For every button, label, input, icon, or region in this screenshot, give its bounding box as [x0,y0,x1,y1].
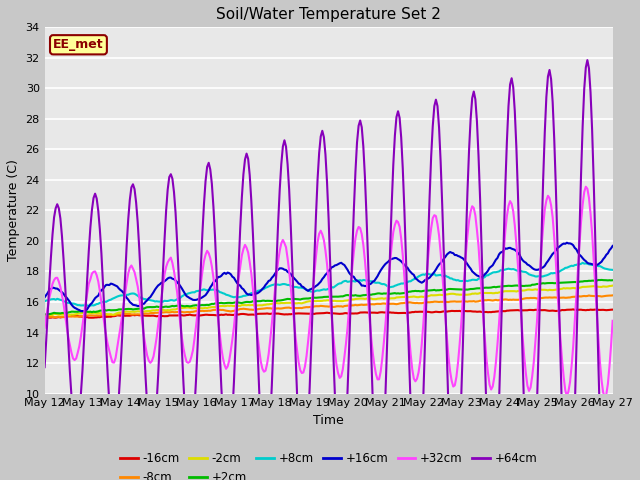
+64cm [364,257,372,263]
+2cm [598,277,605,283]
-8cm [540,295,547,300]
+32cm [364,296,372,302]
-16cm [609,307,616,312]
-16cm [41,314,49,320]
+32cm [582,184,589,190]
Line: -16cm: -16cm [45,310,612,318]
+2cm [56,311,64,316]
+64cm [396,115,403,121]
+2cm [147,304,154,310]
+32cm [41,325,49,331]
-16cm [56,314,64,320]
Line: -8cm: -8cm [45,295,612,317]
+64cm [540,176,547,181]
+16cm [609,243,616,249]
+2cm [383,290,391,296]
+2cm [609,277,616,283]
+2cm [540,280,547,286]
+64cm [584,57,591,63]
-8cm [383,301,391,307]
+32cm [540,223,547,228]
+8cm [609,267,616,273]
+8cm [41,299,49,304]
+8cm [366,278,374,284]
-16cm [366,310,374,315]
-2cm [56,312,64,317]
+8cm [56,297,64,303]
+32cm [56,284,64,290]
-8cm [147,310,154,316]
+8cm [385,284,392,290]
+16cm [563,240,571,246]
+32cm [601,394,609,399]
Line: -2cm: -2cm [45,286,612,315]
-2cm [41,312,49,318]
-16cm [541,307,548,313]
-2cm [147,308,154,314]
-8cm [396,300,403,306]
Line: +64cm: +64cm [45,60,612,480]
Y-axis label: Temperature (C): Temperature (C) [7,159,20,262]
X-axis label: Time: Time [313,414,344,427]
Line: +2cm: +2cm [45,280,612,314]
+8cm [397,281,405,287]
+16cm [80,309,88,314]
+32cm [396,224,403,229]
+16cm [541,263,548,269]
-16cm [385,310,392,315]
+64cm [383,345,391,351]
+16cm [148,292,156,298]
-8cm [41,314,49,320]
+16cm [41,294,49,300]
+16cm [385,258,392,264]
-2cm [383,296,391,301]
+64cm [609,411,616,417]
-2cm [609,283,616,288]
Line: +16cm: +16cm [45,243,612,312]
-2cm [396,294,403,300]
+2cm [364,292,372,298]
-16cm [397,310,405,316]
-8cm [56,314,64,320]
-2cm [540,287,547,293]
+64cm [147,437,154,443]
+8cm [148,298,156,303]
+2cm [41,312,49,317]
-16cm [86,315,94,321]
-16cm [148,313,156,319]
Title: Soil/Water Temperature Set 2: Soil/Water Temperature Set 2 [216,7,441,22]
-8cm [609,292,616,298]
Line: +8cm: +8cm [45,263,612,306]
+16cm [366,281,374,287]
+8cm [579,260,586,266]
+32cm [147,360,154,366]
-16cm [570,307,577,312]
Line: +32cm: +32cm [45,187,612,396]
+16cm [397,258,405,264]
-8cm [364,302,372,308]
+64cm [41,364,49,370]
+8cm [85,303,93,309]
+8cm [541,273,548,279]
-2cm [364,296,372,302]
Legend: -16cm, -8cm, -2cm, +2cm, +8cm, +16cm, +32cm, +64cm: -16cm, -8cm, -2cm, +2cm, +8cm, +16cm, +3… [115,447,542,480]
+32cm [383,301,391,307]
+32cm [609,318,616,324]
+64cm [56,216,64,221]
+16cm [56,288,64,294]
+2cm [396,291,403,297]
Text: EE_met: EE_met [53,38,104,51]
